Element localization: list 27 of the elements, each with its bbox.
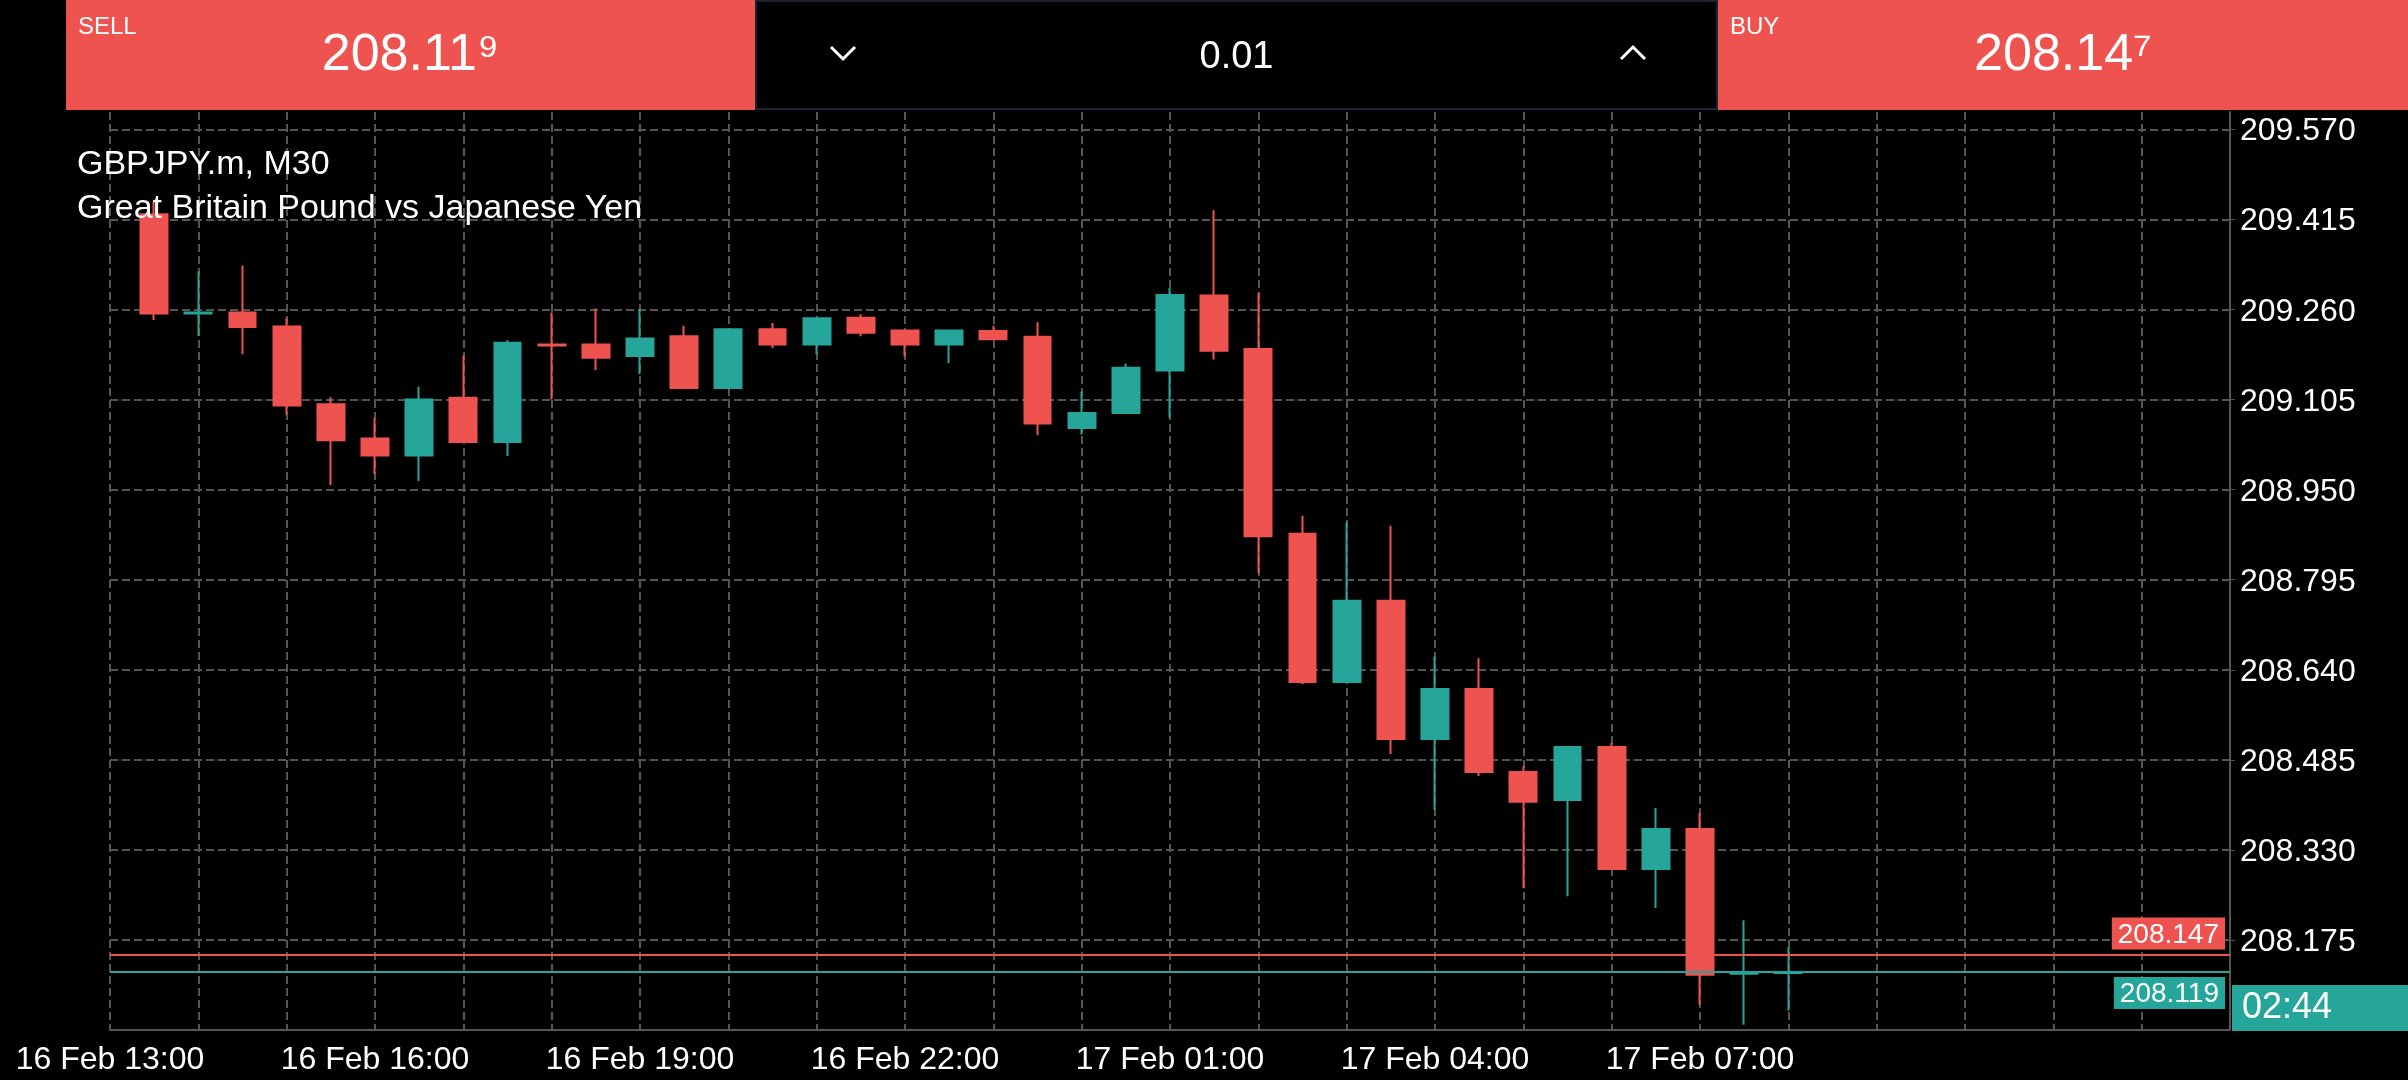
y-tick-label: 208.330: [2240, 831, 2356, 868]
x-tick-label: 17 Feb 01:00: [1075, 1040, 1265, 1076]
ref-line-label: 208.119: [2119, 977, 2219, 1009]
text: 0.01: [1198, 34, 1275, 77]
x-tick-label: 17 Feb 04:00: [1340, 1040, 1530, 1076]
x-tick-label: 16 Feb 19:00: [545, 1040, 735, 1076]
x-tick-label: 16 Feb 22:00: [810, 1040, 1000, 1076]
text: Great Britain Pound vs Japanese Yen: [77, 187, 643, 225]
text: BUY: [1730, 12, 1780, 40]
y-tick-label: 209.570: [2240, 111, 2356, 148]
y-tick-label: 209.260: [2240, 291, 2356, 328]
y-tick-label: 208.950: [2240, 471, 2356, 508]
x-tick-label: 17 Feb 07:00: [1605, 1040, 1795, 1076]
x-tick-label: 16 Feb 13:00: [15, 1040, 205, 1076]
text: 208.14⁷: [1974, 23, 2152, 81]
y-tick-label: 208.485: [2240, 741, 2356, 778]
ref-line-label: 208.147: [2117, 917, 2219, 949]
text: GBPJPY.m, M30: [77, 143, 330, 181]
y-tick-label: 209.415: [2240, 201, 2356, 238]
y-tick-label: 208.640: [2240, 651, 2356, 688]
y-tick-label: 209.105: [2240, 381, 2356, 418]
text: 208.11⁹: [321, 23, 500, 81]
text: SELL: [78, 12, 137, 40]
x-tick-label: 16 Feb 16:00: [280, 1040, 470, 1076]
y-tick-label: 208.795: [2240, 561, 2356, 598]
y-tick-label: 208.175: [2240, 921, 2356, 958]
text: 02:44: [2232, 985, 2408, 1031]
